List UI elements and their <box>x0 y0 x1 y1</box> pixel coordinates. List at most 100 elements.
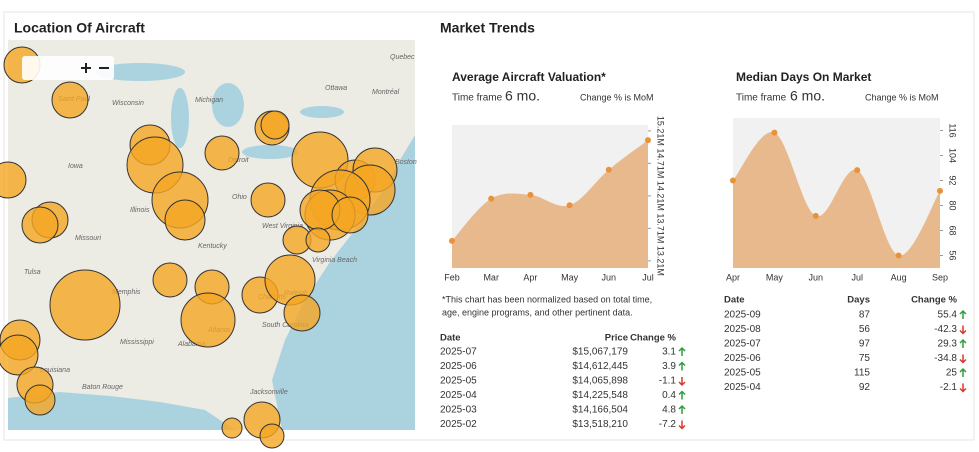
table-cell: 2025-04 <box>440 390 477 401</box>
arrow-up <box>678 404 686 414</box>
x-tick-label: Jul <box>642 272 654 282</box>
map-label: Baton Rouge <box>82 384 123 391</box>
map[interactable]: QuebecOttawaMontréalSaint PaulWisconsinM… <box>0 40 417 449</box>
table-cell: 2025-03 <box>440 405 477 416</box>
map-label: Tulsa <box>24 269 41 276</box>
x-tick-label: Apr <box>523 272 537 282</box>
x-tick-label: Aug <box>891 272 907 282</box>
aircraft-marker <box>49 269 121 341</box>
area <box>733 132 940 268</box>
map-label: Montréal <box>372 89 400 96</box>
y-tick-label: 80 <box>948 200 958 210</box>
point <box>645 137 651 144</box>
point <box>730 177 736 184</box>
y-tick-label: 56 <box>948 250 958 260</box>
map-label: Louisiana <box>40 367 70 374</box>
footnote: age, engine programs, and other pertinen… <box>442 307 633 317</box>
aircraft-marker <box>221 417 243 439</box>
y-tick-label: 104 <box>948 148 958 163</box>
column-header: Price <box>605 333 628 344</box>
point <box>488 195 495 202</box>
area <box>452 140 648 268</box>
table-cell: 0.4 <box>662 390 676 401</box>
point <box>566 202 573 209</box>
table-cell: 56 <box>859 324 871 335</box>
point <box>854 167 861 174</box>
aircraft-marker <box>305 227 331 253</box>
aircraft-marker <box>164 199 206 241</box>
table-cell: -1.1 <box>659 376 677 387</box>
map-label: Boston <box>395 159 417 166</box>
map-title: Location Of Aircraft <box>14 20 145 36</box>
table-cell: 29.3 <box>938 339 958 350</box>
aircraft-marker <box>152 262 188 298</box>
arrow-up <box>678 346 686 356</box>
x-tick-label: Sep <box>932 272 948 282</box>
market-title: Market Trends <box>440 20 535 36</box>
arrow-up <box>959 338 967 348</box>
y-tick-label: 14.21M <box>656 181 666 211</box>
arrow-down <box>959 383 967 393</box>
map-label: Detroit <box>228 157 250 164</box>
arrow-up <box>678 390 686 400</box>
column-header: Date <box>440 333 461 344</box>
table-cell: 2025-06 <box>440 361 477 372</box>
x-tick-label: Apr <box>726 272 740 282</box>
aircraft-marker <box>21 206 59 244</box>
point <box>937 187 943 194</box>
table-cell: $14,225,548 <box>572 390 628 401</box>
x-tick-label: Mar <box>483 272 499 282</box>
time-frame: 6 mo. <box>505 88 540 104</box>
map-label: Michigan <box>195 97 223 104</box>
table-cell: 2025-07 <box>724 339 761 350</box>
table-cell: 87 <box>859 310 871 321</box>
column-header: Date <box>724 295 745 306</box>
map-label: Ottawa <box>325 85 347 92</box>
map-label: Quebec <box>390 54 415 61</box>
zoom-control[interactable] <box>22 56 114 80</box>
point <box>449 237 455 244</box>
arrow-up <box>959 309 967 319</box>
x-tick-label: Feb <box>444 272 460 282</box>
map-label: Memphis <box>112 289 141 296</box>
y-tick-label: 68 <box>948 225 958 235</box>
map-label: Virginia Beach <box>312 257 357 264</box>
x-tick-label: May <box>766 272 784 282</box>
aircraft-marker <box>283 294 321 332</box>
table-cell: 2025-09 <box>724 310 761 321</box>
map-label: Mississippi <box>120 339 154 346</box>
table-cell: 2025-04 <box>724 382 761 393</box>
point <box>527 191 534 198</box>
column-header: Change % <box>630 333 676 344</box>
table-cell: 92 <box>859 382 871 393</box>
table-cell: 4.8 <box>662 405 676 416</box>
chart-title: Average Aircraft Valuation* <box>452 70 606 84</box>
point <box>605 166 612 173</box>
table-cell: 97 <box>859 339 871 350</box>
map-label: West Virginia <box>262 223 303 230</box>
table-cell: 2025-02 <box>440 419 477 430</box>
y-tick-label: 14.71M <box>656 148 666 178</box>
map-label: South Carolina <box>262 322 308 329</box>
chart-title: Median Days On Market <box>736 70 871 84</box>
lake <box>171 88 189 148</box>
time-frame-label: Time frame <box>452 93 503 104</box>
column-header: Days <box>847 295 870 306</box>
table-cell: -42.3 <box>934 324 957 335</box>
map-label: Iowa <box>68 163 83 170</box>
time-frame-label: Time frame <box>736 93 787 104</box>
table-cell: 3.9 <box>662 361 676 372</box>
lake <box>300 106 344 118</box>
arrow-down <box>959 325 967 335</box>
table-cell: -2.1 <box>940 382 958 393</box>
arrow-down <box>678 420 686 430</box>
zoom-buttons[interactable] <box>81 63 109 73</box>
table-cell: 115 <box>854 368 870 379</box>
table-cell: 2025-08 <box>724 324 761 335</box>
table-cell: $14,612,445 <box>572 361 628 372</box>
table-cell: -7.2 <box>659 419 677 430</box>
map-label: Illinois <box>130 207 150 214</box>
x-tick-label: Jun <box>602 272 617 282</box>
table-cell: 25 <box>946 368 958 379</box>
